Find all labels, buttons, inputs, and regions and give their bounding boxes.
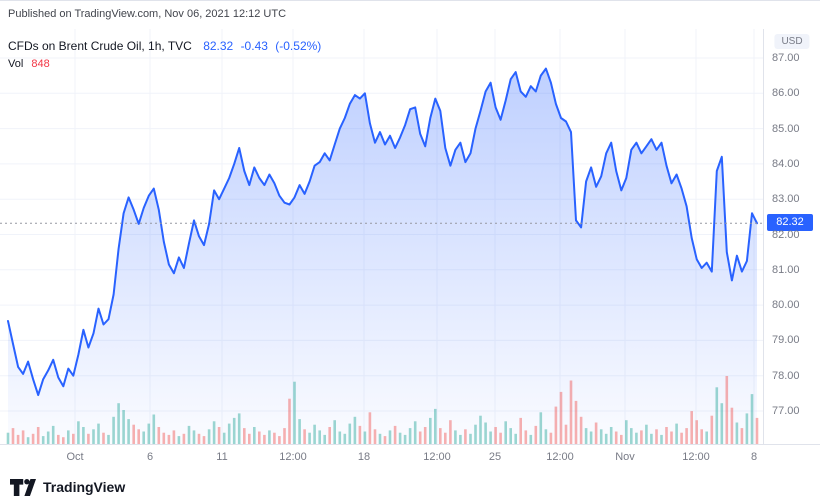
currency-badge: USD [774, 34, 810, 49]
time-tick-label: 12:00 [682, 451, 710, 463]
price-tick-label: 81.00 [772, 263, 800, 276]
price-tick-label: 87.00 [772, 52, 800, 64]
time-tick-label: 11 [216, 451, 228, 463]
time-tick-label: 8 [750, 451, 758, 463]
tradingview-branding-link[interactable]: TradingView [10, 475, 125, 499]
price-chart-canvas[interactable] [0, 29, 763, 444]
volume-bars [6, 376, 759, 444]
symbol-title[interactable]: CFDs on Brent Crude Oil, 1h, TVC [8, 39, 192, 53]
last-price-badge: 82.32 [767, 214, 813, 232]
price-tick-label: 85.00 [772, 122, 800, 135]
tradingview-logo-icon [10, 478, 36, 496]
price-tick-label: 84.00 [772, 157, 800, 170]
tradingview-wordmark: TradingView [43, 479, 126, 495]
time-tick-label: 18 [357, 451, 371, 463]
time-tick-label: Nov [615, 451, 635, 463]
chart-region: CFDs on Brent Crude Oil, 1h, TVC 82.32 -… [0, 29, 820, 501]
price-tick-label: 79.00 [772, 334, 800, 347]
price-axis[interactable]: USD 82.32 87.00 86.00 85.00 84.00 83.00 82.00… [763, 29, 820, 444]
time-axis[interactable]: Oct 6 11 12:00 18 12:00 25 12:00 Nov 12:00 8 [0, 444, 820, 471]
price-line-series [7, 67, 758, 397]
price-tick-label: 78.00 [772, 369, 800, 382]
price-tick-label: 80.00 [772, 299, 800, 312]
time-tick-label: 6 [146, 451, 154, 463]
area-fill [8, 68, 757, 444]
time-tick-label: 12:00 [546, 451, 574, 463]
price-tick-label: 86.00 [772, 87, 800, 100]
time-tick-label: 25 [488, 451, 502, 463]
time-tick-label: 12:00 [423, 451, 451, 463]
time-tick-label: Oct [66, 451, 84, 463]
time-tick-label: 12:00 [279, 451, 307, 463]
price-tick-label: 83.00 [772, 193, 800, 206]
price-tick-label: 82.00 [772, 228, 800, 241]
price-tick-label: 77.00 [772, 405, 800, 417]
published-caption: Published on TradingView.com, Nov 06, 20… [8, 8, 287, 20]
